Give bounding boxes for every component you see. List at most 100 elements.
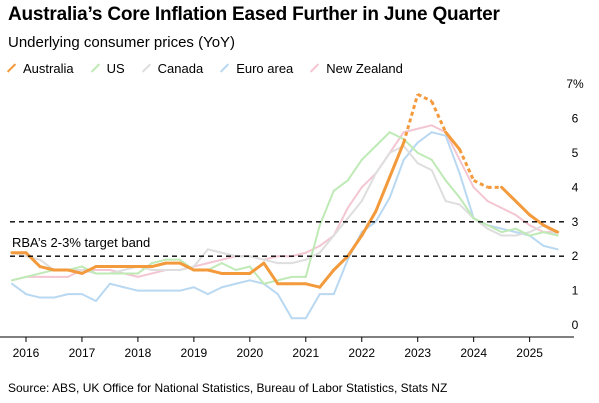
series-line-us-segment <box>374 131 391 147</box>
series-line-us-segment <box>458 196 475 220</box>
series-line-us-segment <box>346 158 363 182</box>
series-line-canada-segment <box>430 169 447 203</box>
series-line-euro-area-segment <box>262 282 279 296</box>
series-line-australia-segment <box>360 209 378 238</box>
y-tick-label: 7% <box>566 77 584 91</box>
series-line-euro-area-segment <box>402 141 419 161</box>
y-tick-label: 5 <box>572 146 579 160</box>
series-line-australia-segment <box>444 130 462 151</box>
x-tick-label: 2023 <box>404 346 431 360</box>
y-tick-label: 4 <box>572 180 579 194</box>
series-line-canada-segment <box>206 248 223 254</box>
series-line-us-segment <box>514 227 531 237</box>
series-line-euro-area-segment <box>444 134 461 175</box>
series-line-us-segment <box>332 179 349 192</box>
series-line-australia-segment <box>542 223 560 234</box>
series-line-canada-segment <box>248 255 265 261</box>
series-line-australia-segment <box>66 268 84 275</box>
series-line-new-zealand-segment <box>430 124 447 134</box>
series-line-us-segment <box>416 151 433 161</box>
y-tick-label: 3 <box>572 215 579 229</box>
y-tick-label: 6 <box>572 111 579 125</box>
x-tick-label: 2019 <box>181 346 208 360</box>
x-tick-label: 2024 <box>460 346 487 360</box>
series-line-us-segment <box>486 224 503 234</box>
series-line-canada-segment <box>528 224 545 234</box>
series-line-euro-area-segment <box>388 158 405 199</box>
series-group <box>10 92 560 320</box>
series-line-new-zealand-segment <box>472 186 489 203</box>
series-line-new-zealand-segment <box>458 158 475 189</box>
chart-subtitle: Underlying consumer prices (YoY) <box>8 34 236 51</box>
series-line-australia-segment <box>80 265 98 275</box>
series-line-australia-segment <box>514 199 532 217</box>
series-line-australia-segment <box>346 234 364 258</box>
series-line-euro-area-segment <box>52 293 69 299</box>
series-line-australia-segment <box>262 261 280 286</box>
series-line-us-segment <box>24 272 41 278</box>
series-line-euro-area-segment <box>178 286 195 292</box>
x-tick-label: 2025 <box>516 346 543 360</box>
series-line-us-segment <box>234 265 251 271</box>
series-line-new-zealand-segment <box>220 255 237 261</box>
series-line-canada-segment <box>514 231 531 237</box>
series-line-australia-segment <box>473 179 489 189</box>
series-line-euro-area-segment <box>206 286 223 296</box>
series-line-australia-segment <box>318 268 336 289</box>
series-line-us-segment <box>388 131 405 141</box>
x-tick-label: 2022 <box>348 346 375 360</box>
series-line-us-segment <box>11 275 27 282</box>
series-line-new-zealand-segment <box>136 272 153 278</box>
series-line-canada-segment <box>416 162 433 172</box>
chart-title: Australia’s Core Inflation Eased Further… <box>8 4 500 25</box>
x-tick-label: 2018 <box>125 346 152 360</box>
series-line-us-segment <box>318 189 335 227</box>
series-line-euro-area-segment <box>220 282 237 289</box>
chart-legend: Australia US Canada Euro area New Zealan… <box>6 59 419 77</box>
legend-label-australia: Australia <box>23 60 74 76</box>
x-tick-label: 2020 <box>236 346 263 360</box>
series-line-us-segment <box>360 145 377 161</box>
series-line-new-zealand-segment <box>402 127 419 134</box>
series-line-new-zealand-segment <box>500 207 517 216</box>
series-line-euro-area-segment <box>11 282 27 296</box>
series-line-australia-segment <box>304 282 322 289</box>
series-line-euro-area-segment <box>234 279 251 285</box>
series-line-australia-segment <box>417 92 433 103</box>
x-tick-label: 2021 <box>292 346 319 360</box>
legend-item-australia: Australia <box>6 61 74 76</box>
series-line-new-zealand-segment <box>66 269 83 278</box>
series-line-australia-segment <box>402 93 420 143</box>
series-line-canada-segment <box>346 200 363 220</box>
series-line-new-zealand-segment <box>486 200 503 209</box>
series-line-euro-area-segment <box>80 293 97 302</box>
series-line-canada-segment <box>486 227 503 237</box>
series-line-canada-segment <box>220 251 237 258</box>
series-line-australia-segment <box>430 100 448 133</box>
y-tick-label: 1 <box>572 284 579 298</box>
series-line-euro-area-segment <box>276 293 293 320</box>
y-axis: 0 1 2 3 4 5 6 7% <box>566 77 584 332</box>
series-line-canada-segment <box>290 258 307 265</box>
series-line-new-zealand-segment <box>416 124 433 130</box>
series-line-australia-segment <box>24 251 42 269</box>
series-line-euro-area-segment <box>192 286 209 296</box>
target-band-label: RBA’s 2-3% target band <box>12 235 150 250</box>
series-line-new-zealand-segment <box>192 262 209 268</box>
series-line-canada-segment <box>262 258 279 265</box>
series-line-us-segment <box>220 262 237 271</box>
legend-item-euro-area: Euro area <box>219 61 293 76</box>
series-line-euro-area-segment <box>108 282 125 289</box>
series-line-new-zealand-segment <box>290 251 307 258</box>
series-line-euro-area-segment <box>430 131 447 137</box>
series-line-euro-area-segment <box>94 282 111 302</box>
series-line-australia-segment <box>374 175 392 213</box>
series-line-us-segment <box>150 258 167 265</box>
series-line-australia-segment <box>38 265 56 272</box>
series-line-us-segment <box>542 231 559 237</box>
x-tick-label: 2017 <box>69 346 96 360</box>
series-line-australia-segment <box>248 261 266 275</box>
series-line-canada-segment <box>304 251 321 261</box>
series-line-australia-segment <box>150 261 168 269</box>
series-line-us-segment <box>500 227 517 234</box>
